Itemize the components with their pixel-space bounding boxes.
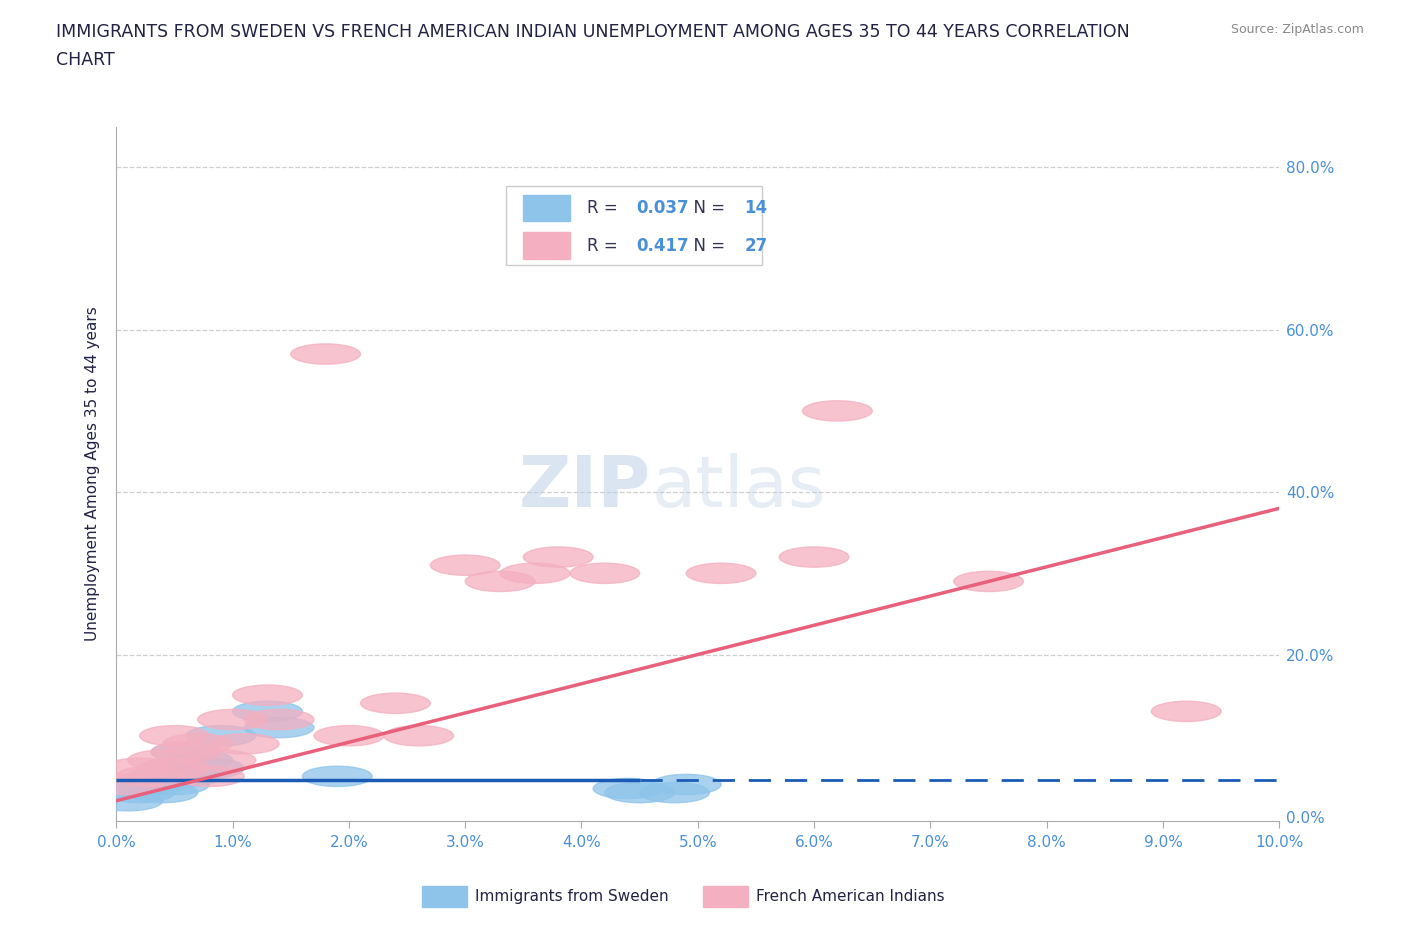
Ellipse shape (139, 775, 209, 794)
Ellipse shape (198, 710, 267, 730)
Ellipse shape (593, 778, 662, 799)
Ellipse shape (651, 775, 721, 794)
Text: French American Indians: French American Indians (756, 889, 945, 904)
Ellipse shape (501, 564, 569, 583)
Ellipse shape (104, 758, 174, 778)
Text: 27: 27 (744, 236, 768, 255)
Ellipse shape (686, 564, 756, 583)
Ellipse shape (232, 685, 302, 705)
Ellipse shape (302, 766, 373, 787)
FancyBboxPatch shape (523, 232, 569, 259)
Ellipse shape (465, 571, 534, 591)
Ellipse shape (174, 758, 245, 778)
Ellipse shape (117, 775, 186, 794)
Ellipse shape (605, 782, 675, 803)
Ellipse shape (384, 725, 454, 746)
Ellipse shape (104, 782, 174, 803)
Ellipse shape (93, 775, 163, 794)
Ellipse shape (139, 758, 209, 778)
Ellipse shape (128, 750, 198, 770)
Ellipse shape (152, 742, 221, 762)
FancyBboxPatch shape (523, 194, 569, 221)
Text: IMMIGRANTS FROM SWEDEN VS FRENCH AMERICAN INDIAN UNEMPLOYMENT AMONG AGES 35 TO 4: IMMIGRANTS FROM SWEDEN VS FRENCH AMERICA… (56, 23, 1130, 41)
Ellipse shape (152, 766, 221, 787)
Ellipse shape (209, 734, 280, 754)
Ellipse shape (779, 547, 849, 567)
Ellipse shape (139, 758, 209, 778)
FancyBboxPatch shape (506, 186, 762, 265)
Y-axis label: Unemployment Among Ages 35 to 44 years: Unemployment Among Ages 35 to 44 years (86, 306, 100, 641)
Ellipse shape (616, 222, 686, 243)
Ellipse shape (523, 547, 593, 567)
Ellipse shape (291, 344, 360, 365)
Ellipse shape (953, 571, 1024, 591)
Ellipse shape (803, 401, 872, 421)
Text: CHART: CHART (56, 51, 115, 69)
Ellipse shape (360, 693, 430, 713)
Ellipse shape (430, 555, 501, 576)
Ellipse shape (128, 782, 198, 803)
Text: 14: 14 (744, 199, 768, 217)
Ellipse shape (314, 725, 384, 746)
Ellipse shape (640, 782, 710, 803)
Text: Immigrants from Sweden: Immigrants from Sweden (475, 889, 669, 904)
Text: atlas: atlas (651, 453, 825, 522)
Text: 0.417: 0.417 (636, 236, 689, 255)
Text: ZIP: ZIP (519, 453, 651, 522)
Text: 0.037: 0.037 (636, 199, 689, 217)
Ellipse shape (174, 766, 245, 787)
Ellipse shape (245, 717, 314, 737)
Text: Source: ZipAtlas.com: Source: ZipAtlas.com (1230, 23, 1364, 36)
Ellipse shape (163, 750, 232, 770)
Ellipse shape (117, 766, 186, 787)
Text: N =: N = (683, 236, 730, 255)
Text: N =: N = (683, 199, 730, 217)
Ellipse shape (245, 710, 314, 730)
Ellipse shape (139, 725, 209, 746)
Ellipse shape (232, 701, 302, 722)
Text: R =: R = (588, 236, 623, 255)
Ellipse shape (186, 750, 256, 770)
Ellipse shape (1152, 701, 1222, 722)
Ellipse shape (186, 725, 256, 746)
Text: R =: R = (588, 199, 623, 217)
Ellipse shape (163, 734, 232, 754)
Ellipse shape (152, 742, 221, 762)
Ellipse shape (128, 766, 198, 787)
Ellipse shape (569, 564, 640, 583)
Ellipse shape (93, 790, 163, 811)
